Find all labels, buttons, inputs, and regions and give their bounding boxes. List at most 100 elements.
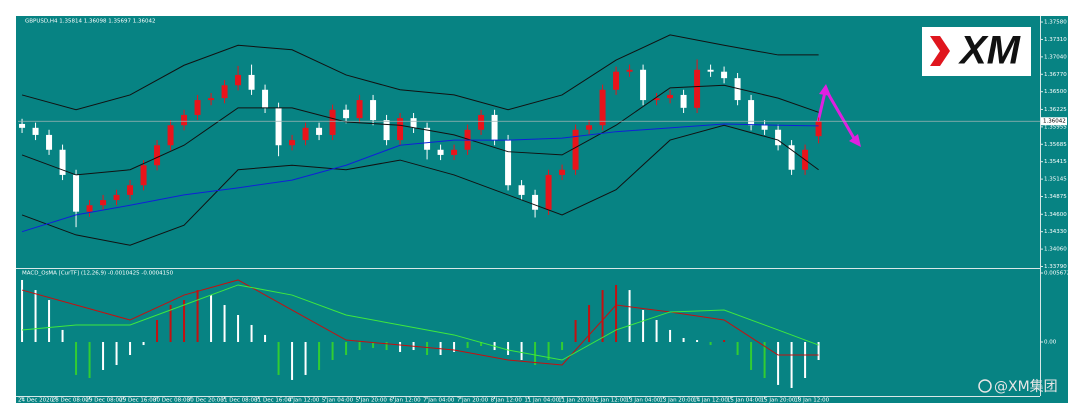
candle-body (140, 165, 147, 186)
logo-text: XM (958, 29, 1022, 73)
candle-body (343, 109, 350, 119)
candle-body (788, 145, 795, 170)
symbol-header: GBPUSD,H4 1.35814 1.36098 1.35697 1.3604… (25, 19, 155, 25)
logo-mark (930, 36, 950, 66)
macd-header: MACD_OsMA [CurTF] (12,26,9) -0.0010425 -… (22, 271, 174, 277)
candle-body (761, 125, 768, 130)
candle-body (694, 69, 701, 108)
candle-body (599, 89, 606, 126)
y-tick-label: 1.37580 (1044, 20, 1067, 26)
x-tick-label: 6 Jan 12:00 (389, 398, 421, 404)
arrow-down (824, 89, 857, 141)
candle-body (302, 127, 309, 141)
candle-body (262, 89, 269, 108)
candle-body (707, 69, 714, 72)
x-tick-label: 28 Dec 08:00 (52, 398, 89, 404)
x-tick-label: 7 Jan 20:00 (457, 398, 489, 404)
indicator-line (21, 124, 819, 246)
watermark: @XM集团 (994, 378, 1058, 395)
candle-body (370, 100, 377, 121)
x-tick-label: 7 Jan 04:00 (423, 398, 455, 404)
x-tick-label: 11 Jan 20:00 (558, 398, 593, 404)
y-tick-label: 1.37040 (1044, 54, 1067, 60)
candle-body (329, 109, 336, 135)
x-tick-label: 29 Dec 16:00 (119, 398, 156, 404)
candle-body (572, 129, 579, 170)
candle-body (640, 69, 647, 101)
candle-body (559, 169, 566, 175)
x-tick-label: 18 Jan 12:00 (794, 398, 829, 404)
candle-body (167, 125, 174, 146)
x-tick-label: 29 Dec 08:00 (86, 398, 123, 404)
macd-line (22, 284, 819, 361)
plot-area (19, 59, 822, 228)
y-tick-label: 0.00 (1044, 340, 1057, 346)
candle-body (478, 114, 485, 130)
candle-body (748, 100, 755, 126)
x-tick-label: 30 Dec 20:00 (187, 398, 224, 404)
y-tick-label: 1.36770 (1044, 72, 1067, 78)
candle-body (680, 94, 687, 108)
arrow-down-head (849, 134, 861, 147)
candle-body (59, 149, 66, 175)
x-tick-label: 30 Dec 08:00 (153, 398, 190, 404)
x-tick-label: 14 Jan 12:00 (693, 398, 728, 404)
candle-body (397, 118, 404, 141)
candle-body (491, 114, 498, 141)
y-tick-label: 1.37310 (1044, 37, 1067, 43)
watermark-icon (978, 379, 992, 393)
candle-body (437, 149, 444, 155)
candle-body (46, 134, 53, 150)
candle-body (626, 69, 633, 72)
candle-body (275, 107, 282, 146)
candle-body (653, 98, 660, 101)
candle-body (775, 129, 782, 146)
x-tick-label: 24 Dec 2020 (18, 398, 54, 404)
candle-body (154, 145, 161, 166)
x-tick-label: 15 Jan 20:00 (761, 398, 796, 404)
candle-body (586, 125, 593, 130)
candle-body (424, 127, 431, 150)
candle-body (613, 71, 620, 90)
candle-body (451, 149, 458, 155)
y-tick-label: 1.34875 (1044, 194, 1067, 200)
candle-body (113, 194, 120, 201)
y-tick-label: 1.34600 (1044, 212, 1067, 218)
candle-body (289, 140, 296, 146)
candle-body (127, 185, 134, 195)
candle-body (194, 100, 201, 115)
y-tick-label: 1.36500 (1044, 89, 1067, 95)
x-tick-label: 12 Jan 12:00 (592, 398, 627, 404)
y-tick-label: 1.35145 (1044, 177, 1067, 183)
y-tick-label: 1.34330 (1044, 229, 1067, 235)
x-tick-label: 31 Dec 16:00 (254, 398, 291, 404)
candle-body (721, 71, 728, 79)
candle-body (32, 127, 39, 135)
y-tick-label: 1.35955 (1044, 124, 1067, 130)
current-price-label: 1.36042 (1043, 119, 1066, 125)
x-tick-label: 31 Dec 08:00 (221, 398, 258, 404)
y-tick-label: 1.33790 (1044, 264, 1067, 270)
y-tick-label: 0.005672 (1044, 271, 1070, 277)
arrow-up (816, 91, 827, 123)
indicator-line (21, 34, 819, 111)
indicator-line (21, 123, 819, 233)
candle-body (19, 123, 26, 128)
candle-body (221, 85, 228, 99)
x-tick-label: 8 Jan 12:00 (491, 398, 523, 404)
candle-body (734, 78, 741, 101)
x-tick-label: 11 Jan 04:00 (524, 398, 559, 404)
candle-body (667, 94, 674, 99)
arrows (816, 84, 861, 147)
x-tick-label: 13 Jan 04:00 (626, 398, 661, 404)
candle-body (73, 174, 80, 212)
candle-body (235, 74, 242, 86)
candle-body (815, 121, 822, 137)
indicator-line (21, 84, 819, 176)
candle-body (505, 140, 512, 186)
xm-logo: XM (922, 27, 1031, 76)
candle-body (383, 120, 390, 141)
x-tick-label: 4 Jan 12:00 (288, 398, 320, 404)
